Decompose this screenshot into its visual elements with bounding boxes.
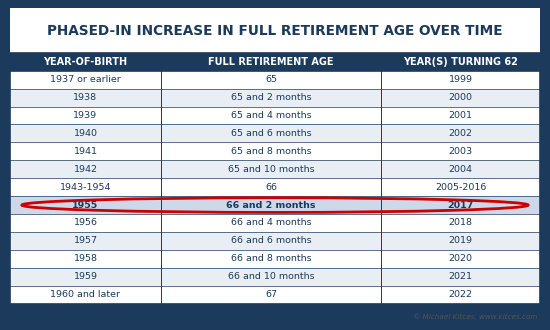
FancyBboxPatch shape bbox=[10, 53, 540, 71]
Text: YEAR-OF-BIRTH: YEAR-OF-BIRTH bbox=[43, 57, 128, 67]
Text: 1956: 1956 bbox=[74, 218, 97, 227]
Text: 2001: 2001 bbox=[449, 111, 472, 120]
Text: 2017: 2017 bbox=[447, 201, 474, 210]
FancyBboxPatch shape bbox=[10, 196, 540, 214]
Text: 1941: 1941 bbox=[74, 147, 97, 156]
Text: 66 and 8 months: 66 and 8 months bbox=[230, 254, 311, 263]
Text: 2018: 2018 bbox=[449, 218, 472, 227]
FancyBboxPatch shape bbox=[10, 268, 540, 286]
Text: 1957: 1957 bbox=[74, 236, 97, 246]
Text: 66 and 2 months: 66 and 2 months bbox=[226, 201, 316, 210]
Text: YEAR(S) TURNING 62: YEAR(S) TURNING 62 bbox=[403, 57, 518, 67]
Text: 65 and 2 months: 65 and 2 months bbox=[230, 93, 311, 102]
Text: 2022: 2022 bbox=[449, 290, 472, 299]
Text: 1939: 1939 bbox=[73, 111, 97, 120]
FancyBboxPatch shape bbox=[10, 71, 540, 89]
FancyBboxPatch shape bbox=[10, 214, 540, 232]
Text: 66 and 6 months: 66 and 6 months bbox=[230, 236, 311, 246]
Text: 2019: 2019 bbox=[449, 236, 472, 246]
Text: 2000: 2000 bbox=[449, 93, 472, 102]
FancyBboxPatch shape bbox=[10, 160, 540, 178]
Text: 2020: 2020 bbox=[449, 254, 472, 263]
Text: 66 and 4 months: 66 and 4 months bbox=[230, 218, 311, 227]
FancyBboxPatch shape bbox=[10, 286, 540, 304]
Text: 2002: 2002 bbox=[449, 129, 472, 138]
FancyBboxPatch shape bbox=[10, 142, 540, 160]
FancyBboxPatch shape bbox=[10, 8, 540, 53]
Text: 2004: 2004 bbox=[449, 165, 472, 174]
Text: 65: 65 bbox=[265, 75, 277, 84]
Text: 1937 or earlier: 1937 or earlier bbox=[50, 75, 121, 84]
Text: 65 and 8 months: 65 and 8 months bbox=[230, 147, 311, 156]
FancyBboxPatch shape bbox=[10, 178, 540, 196]
Text: 65 and 10 months: 65 and 10 months bbox=[228, 165, 315, 174]
Text: 65 and 4 months: 65 and 4 months bbox=[230, 111, 311, 120]
Text: 1999: 1999 bbox=[449, 75, 472, 84]
FancyBboxPatch shape bbox=[10, 232, 540, 250]
Text: 1938: 1938 bbox=[73, 93, 97, 102]
Text: 1942: 1942 bbox=[74, 165, 97, 174]
Text: 1959: 1959 bbox=[74, 272, 97, 281]
Text: © Michael Kitces, www.kitces.com: © Michael Kitces, www.kitces.com bbox=[413, 314, 537, 320]
Text: 66: 66 bbox=[265, 183, 277, 192]
Text: 1955: 1955 bbox=[73, 201, 98, 210]
Text: 65 and 6 months: 65 and 6 months bbox=[230, 129, 311, 138]
Text: 1960 and later: 1960 and later bbox=[51, 290, 120, 299]
Text: 66 and 10 months: 66 and 10 months bbox=[228, 272, 315, 281]
Text: 1940: 1940 bbox=[74, 129, 97, 138]
Text: 2021: 2021 bbox=[449, 272, 472, 281]
Text: 1958: 1958 bbox=[74, 254, 97, 263]
Text: PHASED-IN INCREASE IN FULL RETIREMENT AGE OVER TIME: PHASED-IN INCREASE IN FULL RETIREMENT AG… bbox=[47, 23, 503, 38]
Text: 2005-2016: 2005-2016 bbox=[435, 183, 486, 192]
FancyBboxPatch shape bbox=[10, 107, 540, 124]
FancyBboxPatch shape bbox=[10, 250, 540, 268]
Text: FULL RETIREMENT AGE: FULL RETIREMENT AGE bbox=[208, 57, 334, 67]
FancyBboxPatch shape bbox=[10, 89, 540, 107]
Text: 1943-1954: 1943-1954 bbox=[60, 183, 111, 192]
Text: 2003: 2003 bbox=[448, 147, 472, 156]
Text: 67: 67 bbox=[265, 290, 277, 299]
FancyBboxPatch shape bbox=[10, 124, 540, 142]
